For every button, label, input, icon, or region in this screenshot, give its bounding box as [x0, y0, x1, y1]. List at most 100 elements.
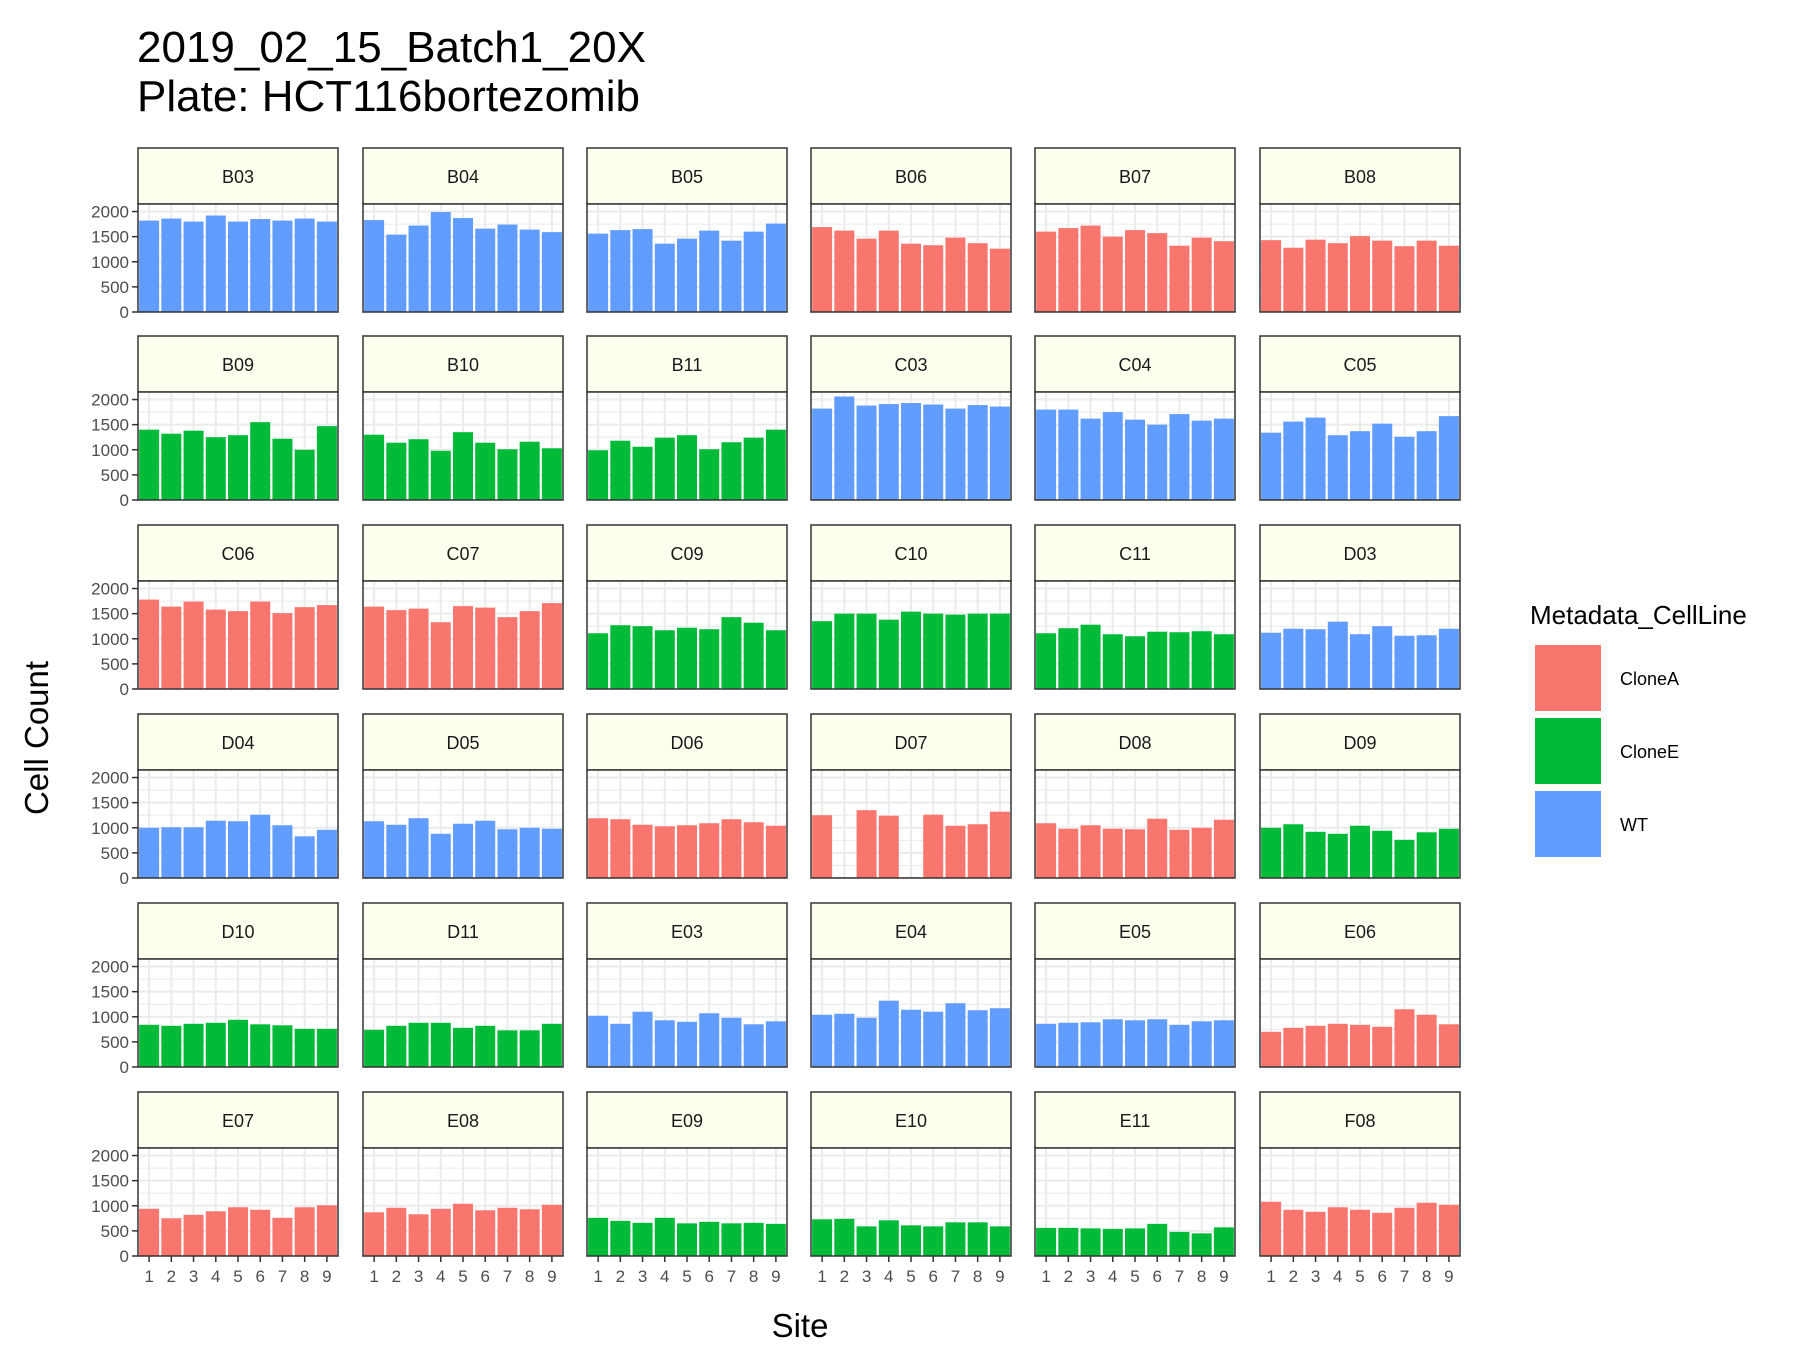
bar-E05-site-4: [1102, 1019, 1123, 1067]
facet-strip-label: C03: [894, 355, 927, 375]
bar-C06-site-2: [161, 606, 182, 689]
bar-C06-site-7: [272, 613, 293, 689]
x-tick-label: 5: [233, 1267, 242, 1286]
bar-E06-site-1: [1261, 1031, 1282, 1067]
x-tick-label: 4: [1333, 1267, 1342, 1286]
facet-strip: [810, 713, 1012, 771]
panel-border: [362, 203, 564, 313]
bar-B04-site-4: [430, 212, 451, 312]
x-tick-label: 6: [704, 1267, 713, 1286]
bar-D09-site-3: [1305, 831, 1326, 878]
facet-strip-label: C06: [221, 544, 254, 564]
bar-E03-site-2: [610, 1023, 631, 1067]
bar-B08-site-2: [1283, 247, 1304, 312]
bar-D07-site-4: [878, 815, 899, 878]
facet-strip: [1034, 1091, 1236, 1149]
bar-D04-site-7: [272, 825, 293, 878]
facet-strip-label: D03: [1343, 544, 1376, 564]
bar-B03-site-3: [183, 221, 204, 312]
legend-title: Metadata_CellLine: [1530, 600, 1747, 630]
y-tick-label: 1000: [91, 1008, 129, 1027]
bar-D05-site-6: [475, 820, 496, 878]
bar-B05-site-7: [721, 240, 742, 312]
bar-D03-site-7: [1394, 635, 1415, 689]
facet-panel-C10: C10: [810, 524, 1012, 690]
bar-C03-site-5: [901, 403, 921, 500]
bar-C09-site-5: [677, 627, 697, 689]
bar-B05-site-1: [588, 233, 609, 312]
bar-B09-site-3: [183, 430, 204, 500]
bar-E05-site-9: [1213, 1020, 1234, 1067]
facet-strip: [1259, 524, 1461, 582]
facet-strip-label: E09: [671, 1111, 703, 1131]
bar-B06-site-4: [878, 230, 899, 312]
bar-E07-site-9: [316, 1205, 337, 1256]
bar-D11-site-8: [519, 1030, 540, 1067]
facet-panel-C06: C06 0 500 1000 1500 2000: [91, 524, 339, 699]
bar-B03-site-8: [294, 218, 315, 312]
bar-D08-site-5: [1125, 829, 1145, 878]
panel-border: [137, 769, 339, 879]
bar-E03-site-7: [721, 1017, 742, 1067]
bar-B04-site-9: [541, 232, 562, 312]
x-tick-label: 7: [503, 1267, 512, 1286]
y-tick-label: 1000: [91, 441, 129, 460]
panel-border: [1259, 391, 1461, 501]
bar-E06-site-4: [1327, 1023, 1348, 1067]
bar-D10-site-8: [294, 1028, 315, 1067]
x-tick-label: 8: [1197, 1267, 1206, 1286]
facet-panel-B07: B07: [1034, 147, 1236, 313]
bar-C07-site-9: [541, 603, 562, 689]
x-tick-label: 5: [1130, 1267, 1139, 1286]
bar-D09-site-1: [1261, 827, 1282, 878]
y-tick-label: 0: [120, 680, 129, 699]
bar-C07-site-8: [519, 611, 540, 689]
bar-B04-site-5: [453, 218, 473, 312]
bar-B04-site-1: [364, 220, 385, 312]
bar-B08-site-1: [1261, 240, 1282, 312]
facet-panel-D03: D03: [1259, 524, 1461, 690]
bar-B08-site-9: [1438, 245, 1459, 312]
x-tick-label: 5: [906, 1267, 915, 1286]
bar-D06-site-5: [677, 825, 697, 878]
bar-C07-site-5: [453, 606, 473, 689]
bar-B07-site-7: [1169, 245, 1190, 312]
bar-E10-site-1: [812, 1219, 833, 1256]
bar-D08-site-4: [1102, 828, 1123, 878]
bar-E11-site-7: [1169, 1231, 1190, 1256]
facet-strip-label: F08: [1344, 1111, 1375, 1131]
facet-strip: [362, 147, 564, 205]
bar-B11-site-2: [610, 440, 631, 500]
facet-panel-F08: F08 1 2 3 4 5 6 7 8 9: [1259, 1091, 1461, 1286]
facet-panel-D06: D06: [586, 713, 788, 879]
bar-C09-site-8: [743, 622, 764, 689]
panel-border: [810, 203, 1012, 313]
panel-border: [810, 958, 1012, 1068]
bar-C10-site-4: [878, 619, 899, 689]
bar-D11-site-5: [453, 1027, 473, 1067]
facet-panel-C05: C05: [1259, 335, 1461, 501]
bar-E06-site-9: [1438, 1024, 1459, 1067]
bar-C04-site-8: [1191, 420, 1212, 500]
x-tick-label: 9: [771, 1267, 780, 1286]
bar-D05-site-9: [541, 828, 562, 878]
bar-C09-site-4: [654, 630, 675, 689]
x-tick-label: 1: [144, 1267, 153, 1286]
legend-key-CloneE: [1535, 718, 1601, 784]
y-tick-label: 1500: [91, 983, 129, 1002]
bar-D06-site-4: [654, 826, 675, 878]
bar-D10-site-2: [161, 1025, 182, 1067]
bar-E11-site-8: [1191, 1233, 1212, 1256]
bar-E04-site-8: [967, 1010, 988, 1067]
bar-D11-site-4: [430, 1022, 451, 1067]
bar-C07-site-6: [475, 607, 496, 689]
bar-C09-site-1: [588, 633, 609, 689]
bar-C05-site-2: [1283, 421, 1304, 500]
bar-F08-site-2: [1283, 1209, 1304, 1256]
bar-C06-site-5: [228, 611, 248, 689]
facet-strip: [810, 335, 1012, 393]
bar-E04-site-3: [856, 1017, 877, 1067]
bar-C10-site-8: [967, 613, 988, 689]
facet-strip: [810, 902, 1012, 960]
